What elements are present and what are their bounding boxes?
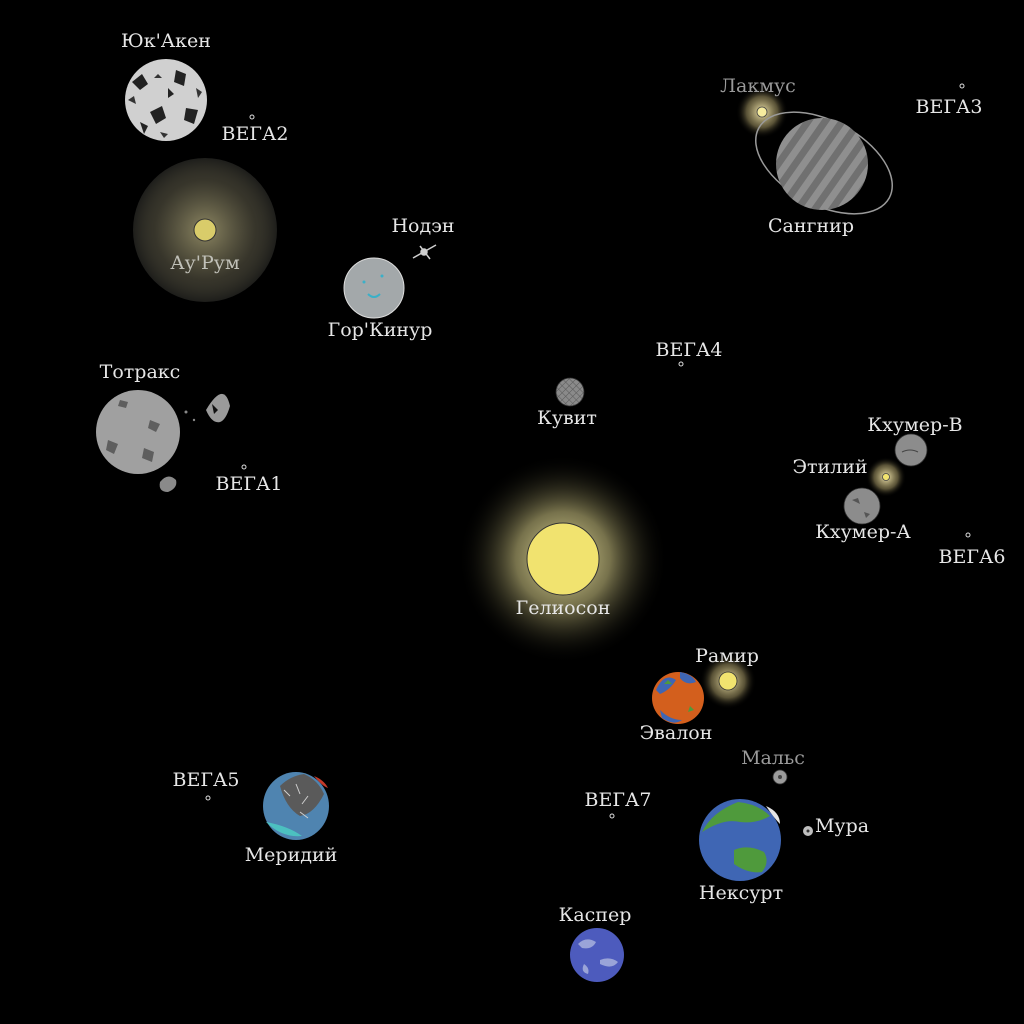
khumer-a-planet[interactable] (843, 487, 881, 525)
vega3-marker (959, 83, 965, 89)
label-neksurt[interactable]: Нексурт (698, 882, 784, 904)
label-vega1[interactable]: ВЕГА1 (215, 473, 283, 495)
label-noden[interactable]: Нодэн (391, 215, 455, 237)
label-etiliy[interactable]: Этилий (792, 456, 868, 478)
label-vega7[interactable]: ВЕГА7 (584, 789, 652, 811)
label-vega3[interactable]: ВЕГА3 (915, 96, 983, 118)
label-khumer-v[interactable]: Кхумер-В (867, 414, 963, 436)
khumer-v-planet[interactable] (894, 433, 928, 467)
label-vega2[interactable]: ВЕГА2 (221, 123, 289, 145)
label-meridiy[interactable]: Меридий (244, 844, 338, 866)
gor-kinur-planet[interactable] (343, 257, 405, 319)
label-gelioson[interactable]: Гелиосон (515, 597, 611, 619)
label-gor-kinur[interactable]: Гор'Кинур (327, 319, 433, 341)
etiliy-star[interactable] (866, 457, 906, 497)
vega7-marker (609, 813, 615, 819)
neksurt-planet[interactable] (699, 799, 781, 881)
kasper-planet[interactable] (570, 928, 624, 982)
label-khumer-a[interactable]: Кхумер-А (815, 521, 911, 543)
meridiy-planet[interactable] (263, 772, 329, 840)
kuvit-planet[interactable] (555, 377, 585, 407)
label-totraks[interactable]: Тотракс (99, 361, 181, 383)
label-mals[interactable]: Мальс (741, 747, 805, 769)
vega5-marker (205, 795, 211, 801)
au-rum-star[interactable] (133, 158, 277, 302)
vega-markers (205, 83, 971, 819)
label-kuvit[interactable]: Кувит (537, 407, 597, 429)
vega6-marker (965, 532, 971, 538)
label-vega5[interactable]: ВЕГА5 (172, 769, 240, 791)
noden-satellite[interactable] (412, 244, 437, 260)
label-kasper[interactable]: Каспер (558, 904, 632, 926)
mals-moon[interactable] (772, 769, 788, 785)
vega2-marker (249, 114, 255, 120)
sangnir-planet[interactable] (739, 91, 909, 235)
label-mura[interactable]: Мура (814, 815, 870, 837)
label-vega6[interactable]: ВЕГА6 (938, 546, 1006, 568)
label-lakmus[interactable]: Лакмус (720, 75, 796, 97)
ramir-star[interactable] (700, 653, 756, 709)
label-au-rum[interactable]: Ау'Рум (170, 252, 240, 274)
label-ramir[interactable]: Рамир (695, 645, 759, 667)
yuk-aken-planet[interactable] (125, 59, 207, 141)
label-vega4[interactable]: ВЕГА4 (655, 339, 723, 361)
mura-moon[interactable] (803, 826, 813, 836)
gelioson-star[interactable] (458, 454, 668, 664)
label-sangnir[interactable]: Сангнир (768, 215, 854, 237)
vega1-marker (241, 464, 247, 470)
label-yuk-aken[interactable]: Юк'Акен (121, 30, 211, 52)
totraks-planet[interactable] (96, 390, 230, 492)
lakmus-star[interactable] (736, 86, 788, 138)
label-evalon[interactable]: Эвалон (639, 722, 713, 744)
evalon-planet[interactable] (652, 672, 704, 724)
vega4-marker (678, 361, 684, 367)
